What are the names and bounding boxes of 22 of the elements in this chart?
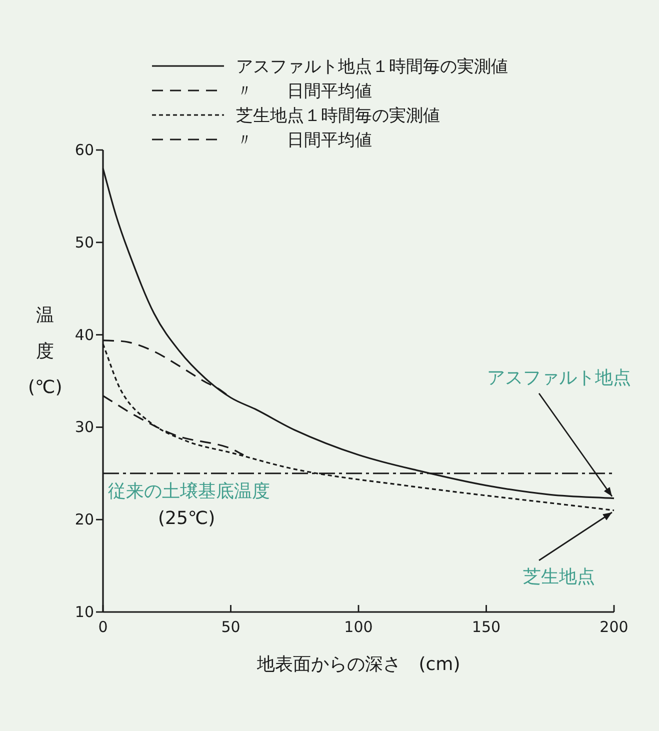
legend-label: 〃 日間平均値 (236, 130, 372, 150)
annotation: アスファルト地点 (487, 367, 631, 388)
y-tick-label: 30 (74, 418, 94, 436)
y-tick-label: 10 (74, 603, 94, 621)
legend-label: 芝生地点１時間毎の実測値 (236, 106, 440, 126)
y-tick-label: 20 (74, 510, 94, 529)
annotation: アスファルト地点 (487, 367, 631, 497)
annotation: 芝生地点 (523, 512, 612, 588)
x-tick-label: 200 (600, 618, 628, 636)
annotation: 芝生地点 (523, 566, 595, 588)
x-tick-label: 100 (344, 618, 373, 636)
y-tick-label: 50 (74, 233, 94, 252)
ylabel: 温度(℃) (28, 304, 62, 400)
y-tick-label: 40 (74, 326, 94, 344)
x-tick-label: 0 (98, 618, 108, 636)
y-tick-label: 60 (74, 141, 94, 159)
x-tick-label: 150 (472, 618, 501, 636)
x-tick-label: 50 (221, 618, 240, 636)
legend-label: アスファルト地点１時間毎の実測値 (236, 57, 508, 77)
x-axis-title: 地表面からの深さ (cm) (256, 654, 460, 675)
legend-label: 〃 日間平均値 (236, 82, 372, 102)
ref-line-label: 従来の土壌基底温度 (25℃) (108, 480, 271, 532)
